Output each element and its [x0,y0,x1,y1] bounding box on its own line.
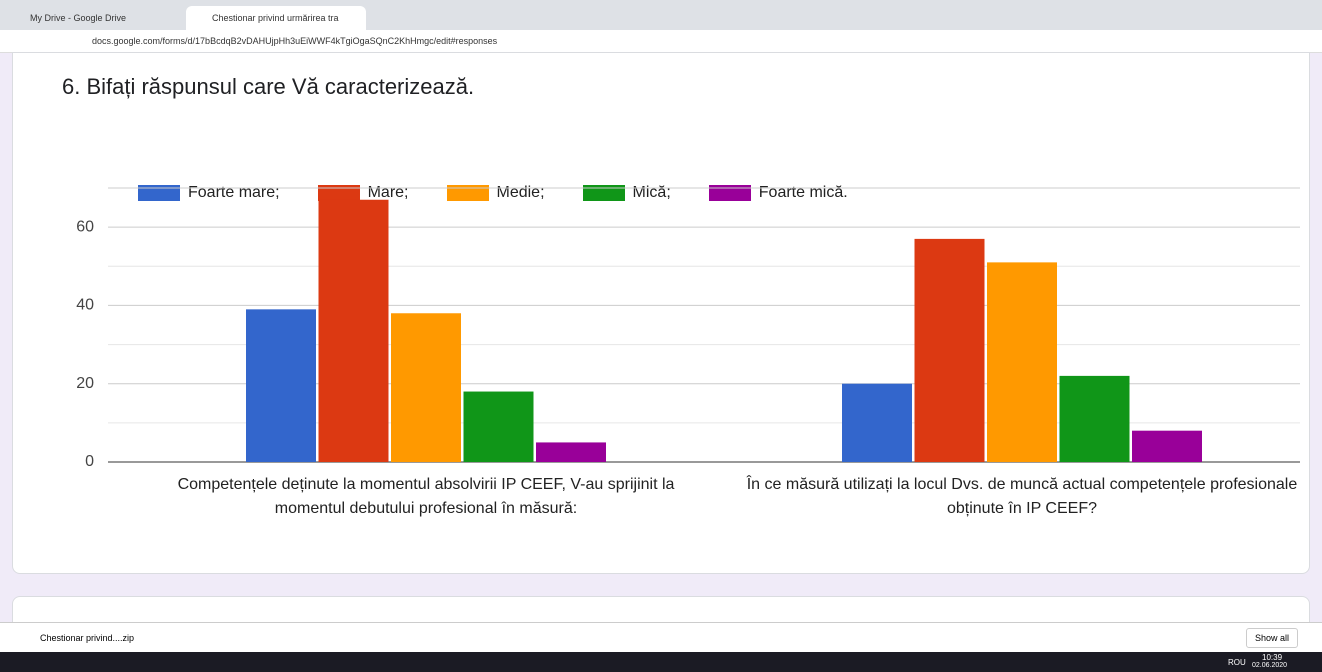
clock-date: 02.06.2020 [1252,662,1288,669]
tab[interactable]: Chestionar privind urmărirea tra [186,6,366,30]
taskbar: ROU 10:39 02.06.2020 [0,652,1322,672]
bar [1059,375,1130,462]
clock-time: 10:39 [1262,653,1283,662]
bar [914,238,985,462]
legend-swatch [446,185,489,201]
bar [463,391,534,462]
language: ROU [1228,658,1246,667]
y-tick-label: 0 [85,453,94,470]
legend-swatch [138,185,180,201]
y-tick-label: 20 [76,375,94,392]
tab-bar: My Drive - Google Drive Chestionar privi… [0,0,1322,30]
show-all-button[interactable]: Show all [1245,628,1298,648]
bar [318,199,389,462]
bar [536,442,606,462]
bar [391,313,461,462]
y-tick-label: 40 [76,297,94,314]
bar [246,309,316,462]
tab[interactable]: My Drive - Google Drive [30,13,127,23]
bar [1132,430,1202,462]
y-tick-label: 60 [76,218,94,235]
bar [987,262,1057,462]
download-file[interactable]: Chestionar privind....zip [40,633,135,643]
x-tick-label: Competențele deținute la momentul absolv… [177,476,675,517]
legend-swatch [582,185,625,201]
card [12,52,1310,574]
url[interactable]: docs.google.com/forms/d/17bBcdqB2vDAHUjp… [92,36,498,46]
bar [842,383,912,462]
x-tick-label: În ce măsură utilizați la locul Dvs. de … [746,476,1298,517]
chart-title: 6. Bifați răspunsul care Vă caracterizea… [62,74,475,99]
chart: 0 20 40 60 [76,187,1300,470]
legend-swatch [708,185,751,201]
download-bar: Chestionar privind....zip Show all [0,622,1322,653]
legend-swatch [317,185,360,201]
